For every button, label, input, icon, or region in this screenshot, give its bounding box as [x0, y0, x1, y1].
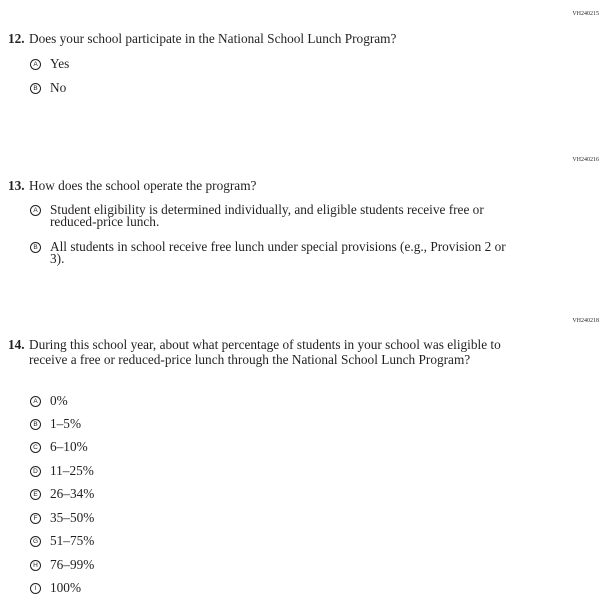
- question-id: VH240216: [572, 157, 599, 163]
- option-label: 0%: [50, 393, 68, 408]
- radio-bubble-icon[interactable]: B: [30, 242, 41, 253]
- answer-option[interactable]: B 1–5%: [30, 416, 570, 431]
- option-label: Yes: [50, 56, 70, 71]
- option-label: 51–75%: [50, 533, 95, 548]
- option-label: 76–99%: [50, 557, 95, 572]
- answer-option[interactable]: A Student eligibility is determined indiv…: [30, 202, 510, 229]
- radio-bubble-icon[interactable]: G: [30, 536, 41, 547]
- radio-bubble-icon[interactable]: D: [30, 466, 41, 477]
- answer-option[interactable]: I 100%: [30, 580, 570, 595]
- option-label: 6–10%: [50, 439, 88, 454]
- radio-bubble-icon[interactable]: A: [30, 205, 41, 216]
- option-label: 11–25%: [50, 463, 94, 478]
- question-number: 12.: [8, 31, 25, 46]
- radio-bubble-icon[interactable]: I: [30, 583, 41, 594]
- radio-bubble-icon[interactable]: C: [30, 442, 41, 453]
- question: 14. During this school year, about what p…: [8, 337, 508, 367]
- question-text: During this school year, about what perc…: [29, 337, 501, 367]
- option-label: 100%: [50, 580, 82, 595]
- radio-bubble-icon[interactable]: E: [30, 489, 41, 500]
- answer-option[interactable]: F 35–50%: [30, 510, 570, 525]
- question-text: How does the school operate the program?: [29, 178, 257, 193]
- answer-option[interactable]: D 11–25%: [30, 463, 570, 478]
- option-label: No: [50, 80, 67, 95]
- answer-option[interactable]: E 26–34%: [30, 486, 570, 501]
- radio-bubble-icon[interactable]: B: [30, 83, 41, 94]
- radio-bubble-icon[interactable]: A: [30, 396, 41, 407]
- radio-bubble-icon[interactable]: B: [30, 419, 41, 430]
- question: 12. Does your school participate in the N…: [8, 31, 548, 46]
- question-id: VH240215: [572, 11, 599, 17]
- answer-option[interactable]: B No: [30, 80, 570, 95]
- question-text: Does your school participate in the Nati…: [29, 31, 397, 46]
- radio-bubble-icon[interactable]: H: [30, 560, 41, 571]
- answer-option[interactable]: A 0%: [30, 393, 570, 408]
- question-id: VH240218: [572, 318, 599, 324]
- answer-option[interactable]: B All students in school receive free lun…: [30, 239, 510, 266]
- question-number: 14.: [8, 337, 25, 352]
- answer-option[interactable]: C 6–10%: [30, 439, 570, 454]
- radio-bubble-icon[interactable]: F: [30, 513, 41, 524]
- answer-option[interactable]: G 51–75%: [30, 533, 570, 548]
- question-number: 13.: [8, 178, 25, 193]
- option-label: All students in school receive free lunc…: [50, 239, 506, 266]
- option-label: 35–50%: [50, 510, 95, 525]
- option-label: 26–34%: [50, 486, 95, 501]
- option-label: 1–5%: [50, 416, 82, 431]
- question: 13. How does the school operate the progr…: [8, 178, 548, 193]
- answer-option[interactable]: A Yes: [30, 56, 570, 71]
- option-label: Student eligibility is determined indivi…: [50, 202, 484, 229]
- radio-bubble-icon[interactable]: A: [30, 59, 41, 70]
- answer-option[interactable]: H 76–99%: [30, 557, 570, 572]
